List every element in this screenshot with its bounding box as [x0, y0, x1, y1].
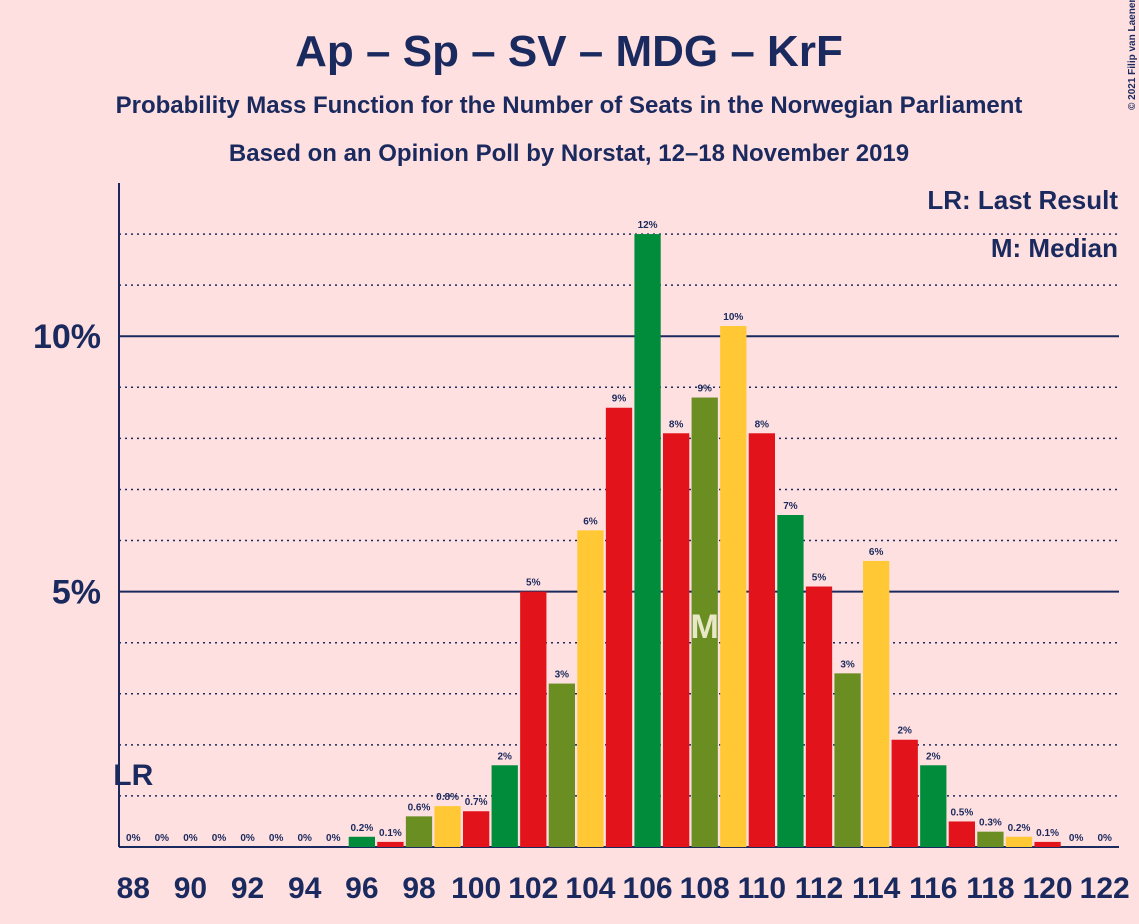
bar [863, 560, 890, 847]
value-label: 2% [926, 751, 941, 762]
value-label: 0% [183, 833, 198, 844]
value-label: 9% [612, 394, 627, 405]
x-tick-label: 108 [680, 872, 730, 905]
x-tick-label: 92 [231, 872, 264, 905]
value-label: 0.2% [350, 823, 373, 834]
value-label: 0% [1069, 833, 1084, 844]
bar [748, 433, 775, 847]
x-tick-label: 110 [738, 872, 786, 905]
value-label: 0% [1097, 833, 1112, 844]
x-tick-label: 114 [852, 872, 901, 905]
bar [691, 397, 718, 847]
x-tick-label: 94 [288, 872, 322, 905]
x-tick-label: 112 [795, 872, 843, 905]
bar [434, 806, 461, 847]
value-label: 0.1% [379, 828, 402, 839]
bar [634, 234, 661, 848]
x-tick-label: 98 [402, 872, 435, 905]
y-tick-label: 5% [52, 574, 101, 612]
bar [605, 407, 633, 847]
bar [720, 326, 747, 847]
value-label: 6% [869, 547, 884, 558]
bar [891, 739, 918, 847]
value-label: 5% [526, 578, 541, 589]
x-tick-label: 116 [909, 872, 957, 905]
legend-entry: LR: Last Result [927, 185, 1118, 215]
bar [348, 836, 375, 847]
chart-subtitle: Probability Mass Function for the Number… [116, 92, 1023, 119]
value-label: 2% [897, 726, 912, 737]
bar [663, 433, 690, 847]
bar [777, 515, 804, 847]
value-label: 0.8% [436, 792, 459, 803]
bar [405, 816, 433, 847]
bar [948, 821, 975, 847]
bar [834, 673, 861, 847]
median-marker: M [691, 608, 719, 646]
bar [920, 765, 947, 847]
x-tick-label: 118 [966, 872, 1014, 905]
x-tick-label: 120 [1023, 872, 1073, 905]
x-tick-label: 100 [451, 872, 501, 905]
value-label: 0.5% [950, 807, 973, 818]
x-tick-label: 88 [117, 872, 150, 905]
x-tick-label: 102 [508, 872, 558, 905]
x-tick-label: 104 [565, 872, 615, 905]
last-result-marker: LR [113, 759, 153, 792]
value-label: 3% [840, 659, 855, 670]
bar [463, 811, 490, 847]
bar [1034, 841, 1061, 847]
x-tick-label: 122 [1080, 872, 1130, 905]
value-label: 5% [812, 573, 827, 584]
value-label: 9% [697, 384, 712, 395]
value-label: 7% [783, 501, 798, 512]
value-label: 0.2% [1008, 823, 1031, 834]
x-tick-label: 90 [174, 872, 207, 905]
value-label: 3% [555, 670, 570, 681]
bar [577, 530, 604, 847]
value-label: 0% [326, 833, 341, 844]
x-tick-label: 106 [623, 872, 673, 905]
value-label: 8% [669, 419, 684, 430]
value-label: 0% [155, 833, 170, 844]
chart-title: Ap – Sp – SV – MDG – KrF [295, 27, 843, 76]
value-label: 2% [497, 751, 512, 762]
value-label: 10% [723, 312, 743, 323]
x-tick-label: 96 [345, 872, 378, 905]
bar [977, 831, 1004, 847]
value-label: 8% [755, 419, 770, 430]
value-label: 0% [126, 833, 141, 844]
value-label: 0% [240, 833, 255, 844]
value-label: 6% [583, 516, 598, 527]
bar [491, 765, 518, 847]
value-label: 12% [638, 220, 658, 231]
value-label: 0.3% [979, 818, 1002, 829]
value-label: 0% [297, 833, 312, 844]
copyright: © 2021 Filip van Laenen [1127, 0, 1138, 110]
legend-entry: M: Median [991, 233, 1118, 263]
value-label: 0.7% [465, 797, 488, 808]
bar [520, 591, 547, 847]
chart-source: Based on an Opinion Poll by Norstat, 12–… [229, 140, 909, 167]
value-label: 0.1% [1036, 828, 1059, 839]
value-label: 0.6% [408, 802, 431, 813]
bar [805, 586, 833, 847]
value-label: 0% [269, 833, 284, 844]
bar [1005, 836, 1033, 847]
value-label: 0% [212, 833, 227, 844]
y-tick-label: 10% [33, 318, 101, 356]
bar [377, 841, 404, 847]
bar [548, 683, 575, 847]
